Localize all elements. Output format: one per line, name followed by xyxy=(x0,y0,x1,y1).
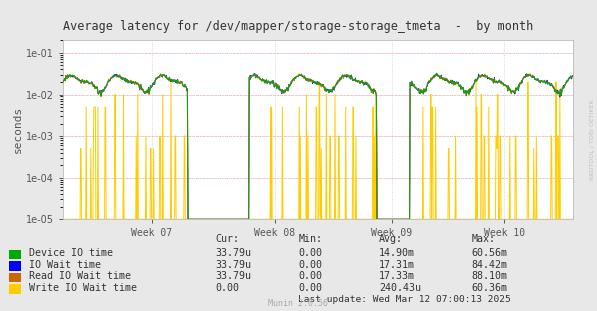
Text: 17.33m: 17.33m xyxy=(379,272,415,281)
Text: 0.00: 0.00 xyxy=(298,248,322,258)
Text: 14.90m: 14.90m xyxy=(379,248,415,258)
Text: 84.42m: 84.42m xyxy=(472,260,507,270)
Y-axis label: seconds: seconds xyxy=(13,106,23,153)
Text: IO Wait time: IO Wait time xyxy=(29,260,101,270)
Text: Read IO Wait time: Read IO Wait time xyxy=(29,272,131,281)
Text: Max:: Max: xyxy=(472,234,496,244)
Text: 33.79u: 33.79u xyxy=(215,272,251,281)
Text: Avg:: Avg: xyxy=(379,234,403,244)
Text: Last update: Wed Mar 12 07:00:13 2025: Last update: Wed Mar 12 07:00:13 2025 xyxy=(298,295,511,304)
Text: 0.00: 0.00 xyxy=(298,272,322,281)
Text: Munin 2.0.56: Munin 2.0.56 xyxy=(269,299,328,308)
Text: 33.79u: 33.79u xyxy=(215,248,251,258)
Text: 0.00: 0.00 xyxy=(298,260,322,270)
Text: 0.00: 0.00 xyxy=(298,283,322,293)
Text: 60.36m: 60.36m xyxy=(472,283,507,293)
Text: Min:: Min: xyxy=(298,234,322,244)
Text: 33.79u: 33.79u xyxy=(215,260,251,270)
Text: 88.10m: 88.10m xyxy=(472,272,507,281)
Text: 60.56m: 60.56m xyxy=(472,248,507,258)
Text: Cur:: Cur: xyxy=(215,234,239,244)
Text: 0.00: 0.00 xyxy=(215,283,239,293)
Text: Average latency for /dev/mapper/storage-storage_tmeta  -  by month: Average latency for /dev/mapper/storage-… xyxy=(63,20,534,33)
Text: Write IO Wait time: Write IO Wait time xyxy=(29,283,137,293)
Text: Device IO time: Device IO time xyxy=(29,248,113,258)
Text: 17.31m: 17.31m xyxy=(379,260,415,270)
Text: RRDTOOL / TOBI OETIKER: RRDTOOL / TOBI OETIKER xyxy=(589,100,594,180)
Text: 240.43u: 240.43u xyxy=(379,283,421,293)
